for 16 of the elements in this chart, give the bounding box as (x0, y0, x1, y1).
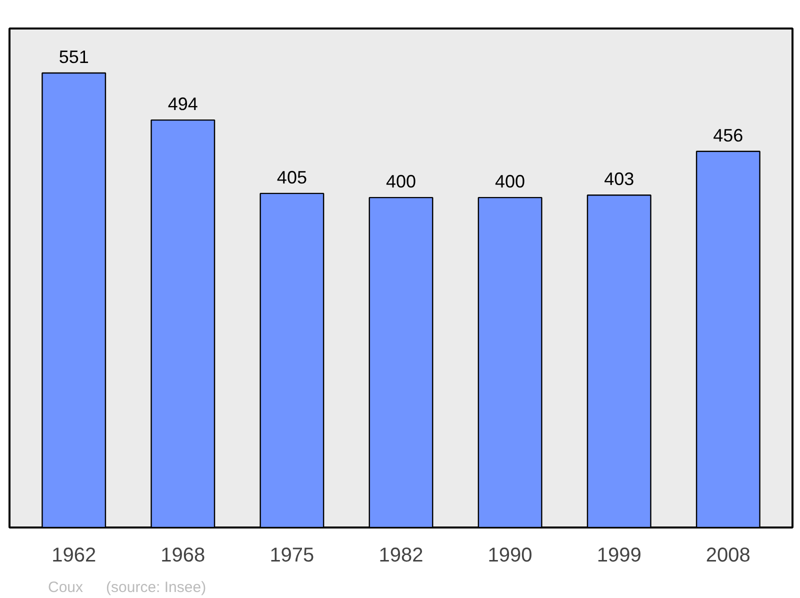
x-tick-label: 1968 (160, 544, 206, 566)
data-label: 400 (386, 172, 416, 192)
data-label: 403 (604, 169, 634, 190)
x-tick-label: 1975 (270, 544, 314, 566)
x-tick-label: 1982 (378, 544, 424, 566)
data-label: 405 (276, 167, 307, 188)
data-label: 400 (495, 172, 526, 192)
data-label: 494 (168, 94, 198, 114)
data-label: 456 (713, 125, 744, 146)
text: Coux (48, 578, 84, 598)
text: (source: Insee) (106, 578, 206, 598)
data-label: 551 (58, 47, 89, 68)
x-tick-label: 1999 (596, 544, 642, 566)
x-tick-label: 1990 (488, 544, 532, 566)
x-tick-label: 2008 (706, 544, 750, 566)
x-tick-label: 1962 (52, 544, 96, 566)
